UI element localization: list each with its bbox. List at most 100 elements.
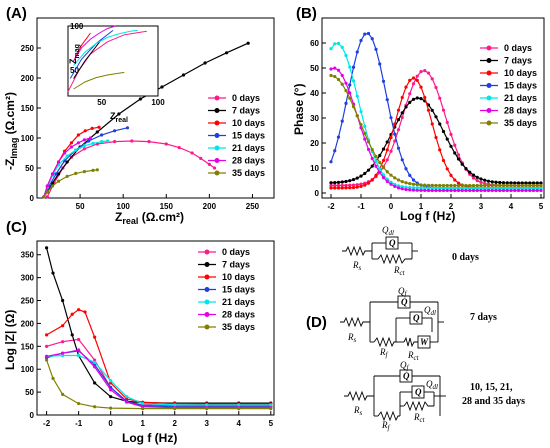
a-point	[207, 162, 211, 166]
b-point	[539, 186, 543, 190]
b-point	[441, 188, 446, 193]
a-point	[42, 195, 46, 199]
a-point	[95, 168, 99, 172]
b-point	[464, 183, 468, 188]
c-point	[125, 395, 129, 399]
c-legend-marker	[204, 299, 210, 305]
b-point	[419, 186, 423, 190]
b-point	[434, 115, 438, 119]
b-point	[408, 188, 412, 192]
b-point	[535, 188, 539, 193]
b-point	[404, 187, 408, 192]
b-point	[426, 183, 431, 187]
ylabel-c: Log |Z| (Ω)	[3, 310, 17, 370]
b-point	[441, 108, 446, 112]
a-point	[62, 151, 67, 155]
a-point	[160, 85, 164, 89]
c-point	[109, 395, 113, 399]
b-point	[329, 73, 333, 78]
b-point	[340, 119, 344, 123]
a-point	[76, 133, 80, 137]
b-point	[408, 185, 412, 190]
b-point	[336, 135, 341, 139]
b-point	[363, 124, 367, 128]
b-point	[393, 184, 397, 188]
c-point	[61, 340, 65, 344]
c-point	[77, 348, 81, 352]
b-point	[430, 186, 434, 190]
c-point	[93, 381, 97, 385]
b-point	[528, 188, 532, 193]
c-legend-label: 21 days	[222, 297, 255, 307]
b-point	[524, 183, 528, 188]
b-point	[423, 68, 427, 73]
b-point	[520, 183, 524, 188]
b-point	[370, 178, 374, 182]
b-point	[468, 186, 472, 190]
c-point	[109, 379, 113, 383]
b-point	[535, 183, 539, 188]
b-point	[381, 158, 386, 163]
b-ytick-label: 40	[310, 89, 319, 98]
b-point	[505, 181, 509, 185]
b-point	[366, 168, 371, 172]
a-series-line-0	[46, 140, 215, 198]
b-point	[468, 170, 472, 174]
b-point	[516, 183, 521, 188]
circuit-annotations: Qdl Q Rs Rct 0 days Qf Q Qdl Q W Rs Rf R…	[347, 225, 525, 432]
c-point	[109, 388, 113, 392]
b-point	[340, 183, 344, 188]
b-point	[445, 183, 449, 188]
b-point	[348, 186, 352, 190]
b-point	[415, 74, 419, 78]
b-point	[468, 183, 472, 188]
b-point	[359, 182, 363, 186]
inset-xtick-label: 100	[151, 98, 165, 107]
a-point	[82, 144, 86, 148]
inset-series-line-1	[73, 38, 103, 79]
c-point	[109, 406, 113, 410]
b-point	[333, 74, 337, 79]
b-legend-marker	[486, 58, 492, 63]
b-point	[509, 181, 513, 185]
inset-ytick-label: 100	[70, 22, 84, 31]
b-point	[490, 183, 494, 188]
b-point	[490, 186, 494, 190]
xlabel-b: Log f (Hz)	[400, 209, 455, 223]
b-point	[366, 140, 371, 144]
b-xtick-label: 2	[449, 202, 454, 211]
a-legend-marker	[214, 108, 220, 113]
b-xtick-label: 0	[389, 202, 394, 211]
b-point	[426, 186, 431, 190]
b-legend-marker	[486, 45, 492, 51]
b-point	[329, 67, 333, 71]
b-point	[539, 183, 543, 188]
b-point	[378, 170, 382, 175]
b-point	[366, 181, 371, 185]
circuit-10-35-days	[344, 369, 446, 422]
a-legend-marker	[214, 170, 220, 176]
b-point	[490, 180, 494, 184]
b-point	[513, 181, 517, 185]
c-point	[93, 335, 97, 339]
b-point	[359, 174, 363, 178]
c-ytick-label: 100	[21, 365, 35, 374]
b-point	[475, 178, 479, 183]
b-point	[438, 122, 442, 126]
b-point	[351, 105, 356, 109]
qdl-label-2: Qdl	[424, 305, 436, 317]
a-point	[164, 142, 168, 146]
b-point	[329, 186, 333, 190]
b-point	[381, 175, 386, 180]
b-point	[460, 162, 464, 166]
b-point	[400, 187, 404, 191]
b-point	[498, 188, 502, 193]
b-point	[333, 66, 337, 70]
c-legend-label: 0 days	[222, 247, 250, 257]
c-legend-label: 35 days	[222, 322, 255, 332]
a-point	[45, 184, 49, 188]
b-point	[535, 186, 539, 190]
b-point	[329, 47, 333, 51]
b-point	[400, 115, 404, 120]
